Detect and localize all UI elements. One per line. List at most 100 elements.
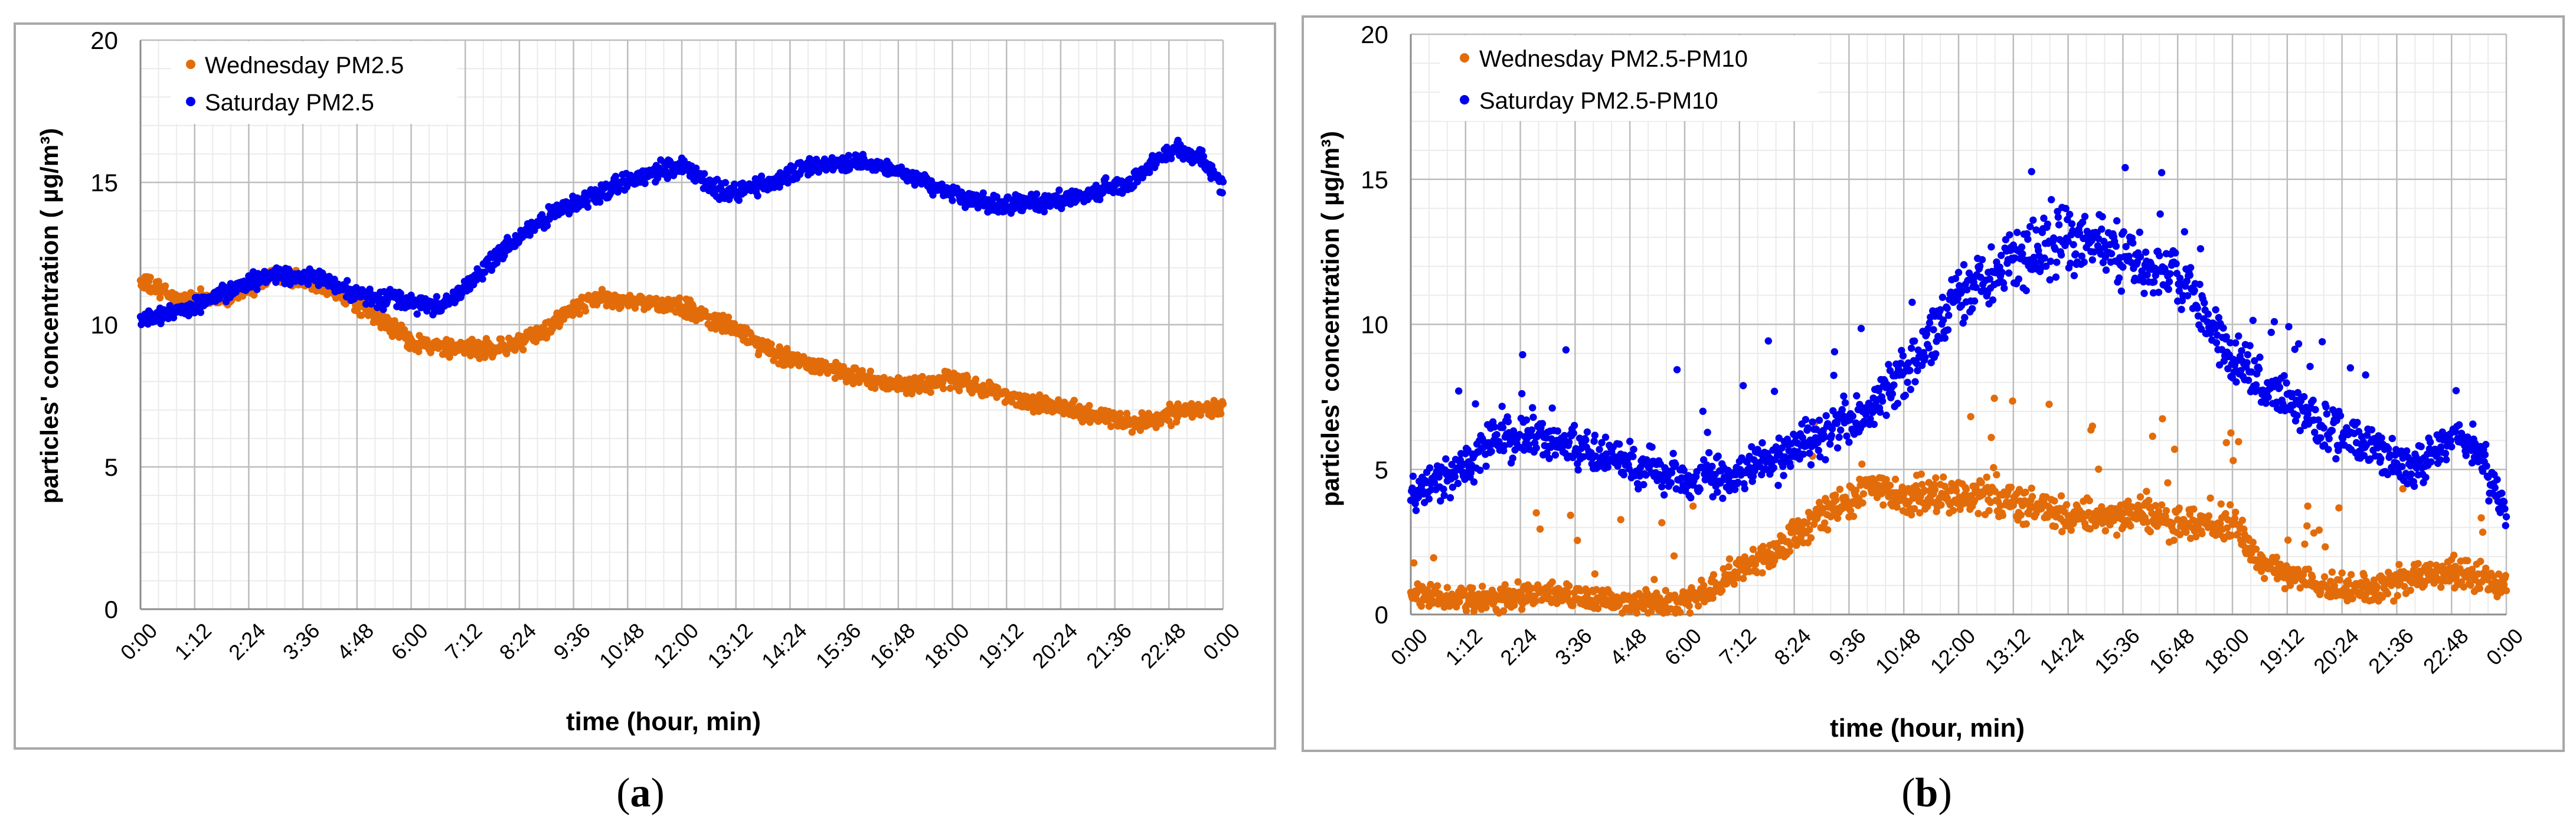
panel-a-points xyxy=(136,136,1227,436)
data-point xyxy=(250,291,258,299)
data-point xyxy=(1032,190,1041,198)
data-point xyxy=(692,164,700,172)
data-point xyxy=(1937,501,1945,509)
data-point xyxy=(367,300,375,308)
data-point xyxy=(2086,525,2094,533)
data-point xyxy=(1451,473,1459,480)
data-point xyxy=(1587,596,1595,604)
data-point xyxy=(1669,450,1677,457)
data-point xyxy=(2301,540,2309,548)
data-point xyxy=(1482,462,1490,470)
data-point xyxy=(479,275,486,283)
data-point xyxy=(1714,488,1721,496)
data-point xyxy=(1570,429,1577,437)
data-point xyxy=(1670,552,1678,560)
data-point xyxy=(1133,178,1142,186)
data-point xyxy=(676,294,684,302)
data-point xyxy=(1672,460,1679,468)
data-point xyxy=(2159,415,2166,423)
data-point xyxy=(1598,439,1606,447)
data-point xyxy=(1488,447,1495,455)
data-point xyxy=(1806,525,1813,534)
data-point xyxy=(1758,569,1766,577)
data-point xyxy=(2062,501,2071,509)
data-point xyxy=(2113,531,2121,539)
data-point xyxy=(721,179,730,187)
data-point xyxy=(955,387,963,394)
data-point xyxy=(1594,604,1602,613)
data-point xyxy=(1604,463,1611,471)
data-point xyxy=(1700,581,1708,589)
data-point xyxy=(2044,514,2051,521)
data-point xyxy=(946,384,954,392)
data-point xyxy=(1449,483,1457,491)
data-point xyxy=(2224,516,2232,524)
data-point xyxy=(596,198,604,206)
data-point xyxy=(1658,519,1666,527)
panel-a-legend-marker-wednesday xyxy=(186,60,195,69)
data-point xyxy=(2407,586,2414,594)
data-point xyxy=(1520,446,1528,454)
data-point xyxy=(1583,428,1591,436)
data-point xyxy=(583,198,591,205)
data-point xyxy=(1490,423,1498,431)
data-point xyxy=(1620,471,1628,479)
data-point xyxy=(2401,583,2408,590)
data-point xyxy=(1640,604,1647,613)
data-point xyxy=(2373,583,2381,591)
data-point xyxy=(1807,534,1815,542)
data-point xyxy=(1687,494,1695,502)
panel-a-legend-box xyxy=(171,41,457,124)
panel-b-frame xyxy=(1302,15,2565,752)
data-point xyxy=(358,312,365,319)
data-point xyxy=(1967,413,1975,420)
data-point xyxy=(2394,591,2401,600)
data-point xyxy=(2051,497,2058,505)
data-point xyxy=(2058,528,2066,535)
data-point xyxy=(735,197,743,204)
data-point xyxy=(1448,460,1456,469)
data-point xyxy=(1040,208,1048,215)
data-point xyxy=(979,189,987,197)
data-point xyxy=(2235,438,2242,446)
data-point xyxy=(822,166,830,174)
panel-a-frame xyxy=(14,22,1276,750)
data-point xyxy=(2320,573,2329,581)
data-point xyxy=(400,326,408,334)
data-point xyxy=(972,375,980,383)
data-point xyxy=(1640,480,1647,489)
data-point xyxy=(2217,519,2224,528)
data-point xyxy=(2170,445,2179,453)
data-point xyxy=(1498,403,1506,410)
data-point xyxy=(1567,511,1574,519)
data-point xyxy=(1650,576,1658,583)
data-point xyxy=(1107,423,1115,430)
data-point xyxy=(2464,557,2472,564)
data-point xyxy=(1409,472,1417,480)
data-point xyxy=(362,300,370,308)
data-point xyxy=(1931,486,1939,493)
data-point xyxy=(2395,561,2403,568)
data-point xyxy=(757,172,766,180)
data-point xyxy=(2022,488,2029,496)
data-point xyxy=(2124,497,2132,505)
data-point xyxy=(2338,569,2346,577)
data-point xyxy=(519,346,527,354)
data-point xyxy=(1629,453,1637,460)
data-point xyxy=(1833,514,1842,522)
data-point xyxy=(2238,517,2246,524)
y-tick-label: 0 xyxy=(104,596,118,623)
data-point xyxy=(253,286,261,293)
data-point xyxy=(1554,427,1561,435)
data-point xyxy=(2085,496,2093,505)
data-point xyxy=(1658,483,1666,491)
data-point xyxy=(1907,511,1915,519)
data-point xyxy=(344,277,351,285)
data-point xyxy=(1482,604,1490,612)
data-point xyxy=(2152,502,2159,509)
data-point xyxy=(413,310,421,318)
data-point xyxy=(1545,455,1553,462)
data-point xyxy=(1797,533,1805,541)
data-point xyxy=(2088,422,2096,430)
data-point xyxy=(641,179,649,187)
